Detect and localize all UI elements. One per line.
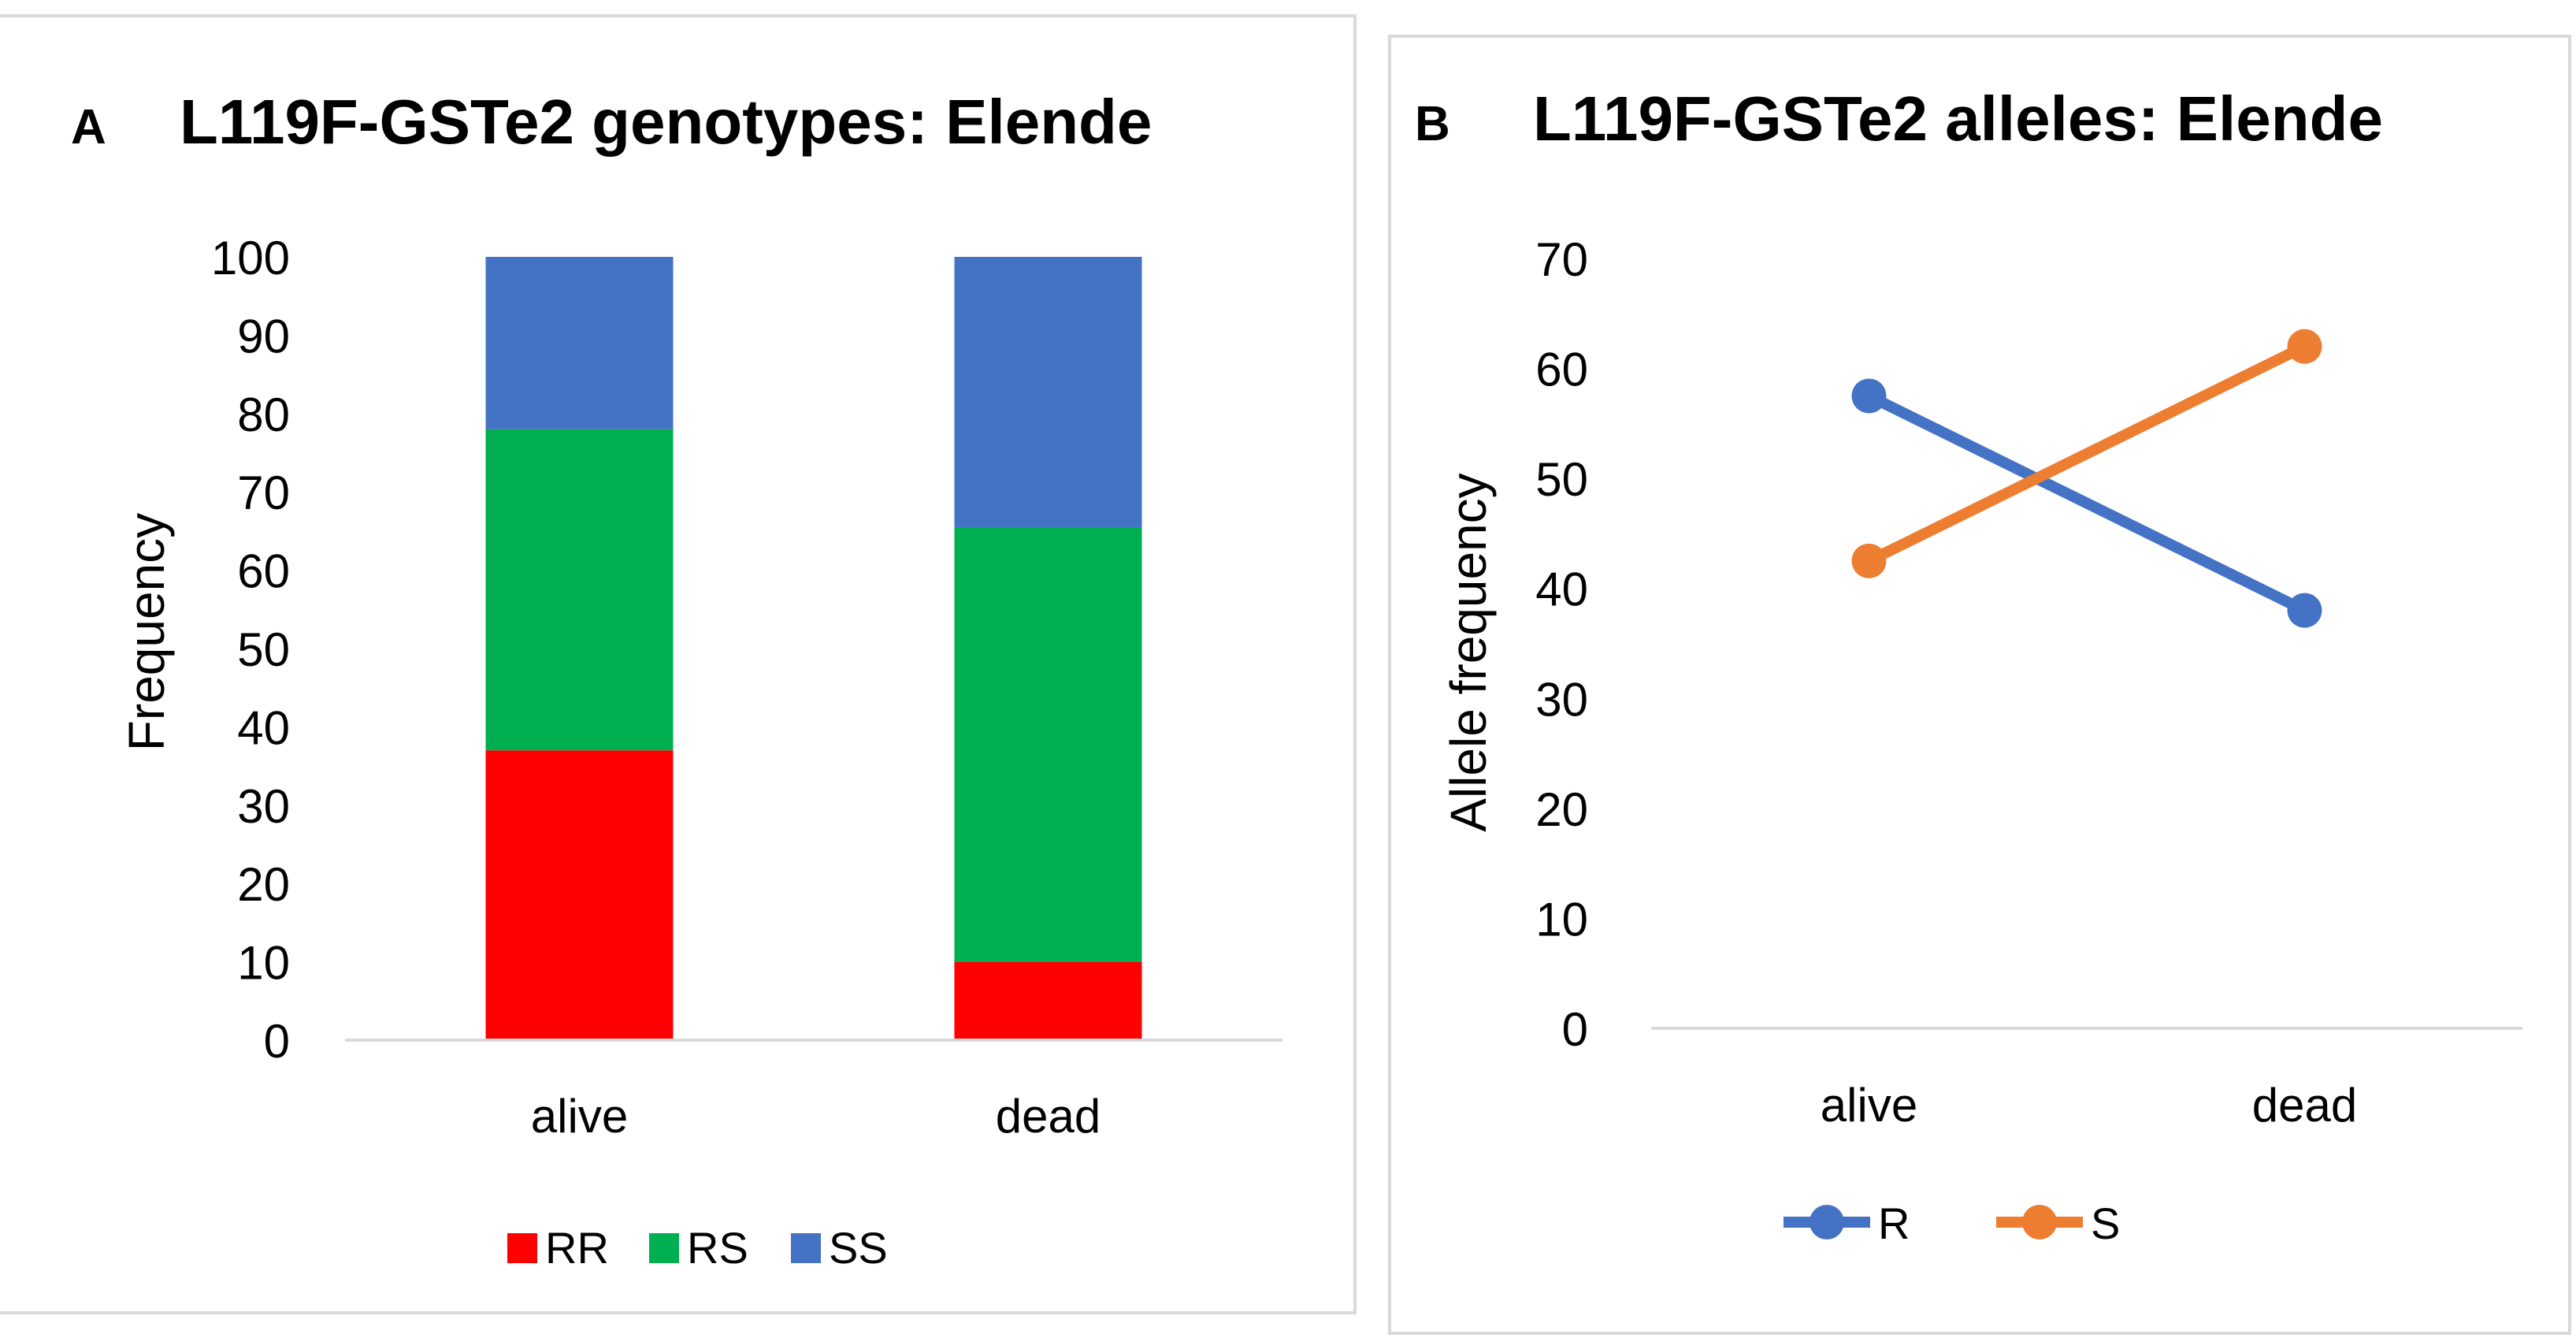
bar-segment-rr-dead xyxy=(954,961,1142,1040)
chart-panel-b: B L119F-GSTe2 alleles: Elende Allele fre… xyxy=(1388,35,2571,1335)
y-tick-label: 80 xyxy=(237,388,290,441)
y-tick-label: 40 xyxy=(1535,563,1588,616)
chart-title-b: L119F-GSTe2 alleles: Elende xyxy=(1533,84,2383,154)
legend-label-r: R xyxy=(1878,1199,1910,1248)
chart-title-a: L119F-GSTe2 genotypes: Elende xyxy=(180,87,1152,157)
legend-swatch-ss xyxy=(791,1233,821,1263)
x-tick-label: alive xyxy=(1821,1079,1917,1132)
legend-marker-s xyxy=(2022,1205,2057,1240)
legend-label-rr: RR xyxy=(545,1223,609,1273)
legend-marker-r xyxy=(1810,1205,1844,1240)
y-tick-label: 20 xyxy=(237,858,290,911)
y-tick-label: 0 xyxy=(1562,1003,1588,1056)
y-tick-label: 50 xyxy=(237,623,290,676)
y-tick-label: 10 xyxy=(237,937,290,990)
data-point-s-alive xyxy=(1851,543,1887,578)
bar-segment-rs-dead xyxy=(954,526,1142,962)
y-axis-label-a: Frequency xyxy=(118,513,175,751)
legend-label-rs: RS xyxy=(687,1223,748,1273)
y-tick-label: 0 xyxy=(264,1015,290,1068)
legend-label-s: S xyxy=(2091,1199,2120,1248)
bar-segment-rs-alive xyxy=(485,429,674,751)
y-tick-label: 70 xyxy=(237,466,290,519)
y-tick-label: 30 xyxy=(1535,673,1588,726)
panel-label-a: A xyxy=(71,100,106,154)
y-tick-label: 70 xyxy=(1535,233,1588,286)
series-line-s xyxy=(1863,340,2311,567)
x-tick-label: dead xyxy=(2252,1079,2357,1132)
y-tick-label: 30 xyxy=(237,780,290,833)
genotype-bar-chart: A L119F-GSTe2 genotypes: Elende Frequenc… xyxy=(71,87,1282,1273)
y-tick-label: 40 xyxy=(237,701,290,754)
legend-label-ss: SS xyxy=(829,1223,888,1273)
y-tick-label: 60 xyxy=(1535,344,1588,396)
y-tick-label: 20 xyxy=(1535,783,1588,836)
y-tick-label: 60 xyxy=(237,545,290,598)
y-tick-label: 90 xyxy=(237,310,290,362)
x-tick-label: dead xyxy=(996,1090,1101,1143)
data-point-r-dead xyxy=(2287,593,2322,628)
x-tick-label: alive xyxy=(531,1090,628,1143)
panel-label-b: B xyxy=(1415,97,1450,151)
plot-area-b: 0 10 20 30 40 50 60 70 alive dead R S xyxy=(1535,233,2522,1248)
allele-line-chart: B L119F-GSTe2 alleles: Elende Allele fre… xyxy=(1415,84,2522,1248)
y-axis-label-b: Allele frequency xyxy=(1440,473,1497,831)
y-tick-label: 10 xyxy=(1535,893,1588,946)
data-point-s-dead xyxy=(2287,329,2322,364)
chart-panel-a: A L119F-GSTe2 genotypes: Elende Frequenc… xyxy=(0,14,1357,1314)
bar-segment-ss-alive xyxy=(485,257,674,429)
y-tick-label: 50 xyxy=(1535,453,1588,506)
series-line-r xyxy=(1863,390,2311,616)
bar-segment-rr-alive xyxy=(485,750,674,1040)
legend-swatch-rs xyxy=(649,1233,679,1263)
legend-swatch-rr xyxy=(507,1233,537,1263)
plot-area-a: 0 10 20 30 40 50 60 70 80 90 100 alive dead RR RS SS xyxy=(211,232,1282,1273)
bar-segment-ss-dead xyxy=(954,257,1142,527)
y-tick-label: 100 xyxy=(211,232,290,284)
data-point-r-alive xyxy=(1851,378,1887,414)
